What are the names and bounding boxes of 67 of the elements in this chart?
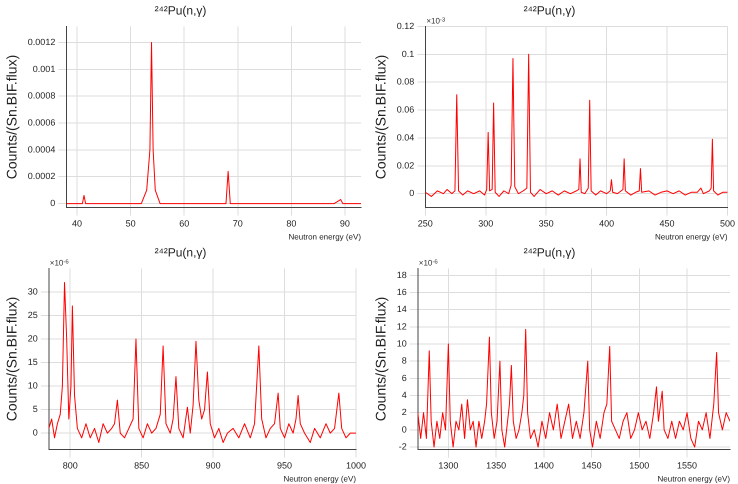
x-tick-label: 40 [72,218,82,228]
y-tick-label: 16 [396,286,407,297]
x-tick-label: 250 [418,218,433,228]
y-tick-label: 0.04 [396,132,414,142]
y-tick-label: 10 [396,338,407,348]
y-tick-label: 0.0012 [28,36,56,47]
chart-title: ²⁴²Pu(n,γ) [154,4,206,18]
x-tick-label: 950 [277,460,292,470]
y-tick-label: 20 [28,333,38,344]
y-axis-title: Counts/(Sn.BIF.flux) [3,296,20,422]
y-tick-label: 15 [28,357,38,368]
y-tick-label: 0.02 [396,160,414,170]
y-tick-label: 0.1 [402,48,414,59]
y-axis-title: Counts/(Sn.BIF.flux) [3,54,20,180]
y-tick-label: 0.0004 [28,144,56,154]
y-tick-label: -2 [398,442,407,452]
chart-title: ²⁴²Pu(n,γ) [524,246,576,260]
y-axis-title: Counts/(Sn.BIF.flux) [372,296,388,422]
x-tick-label: 500 [720,218,736,228]
x-tick-label: 1000 [346,460,366,470]
chart-title: ²⁴²Pu(n,γ) [524,4,576,18]
y-tick-label: 4 [402,390,407,400]
y-tick-label: 30 [28,286,38,296]
x-tick-label: 450 [660,218,675,228]
y-tick-label: 0.12 [396,20,414,31]
y-tick-label: 2 [402,407,407,418]
y-tick-label: 0.0002 [28,171,56,182]
y-tick-label: 0 [50,198,56,208]
y-tick-label: 5 [32,404,38,414]
chart-title: ²⁴²Pu(n,γ) [154,246,206,260]
x-axis-title: Neutron energy (eV) [658,474,730,484]
x-tick-label: 1400 [534,460,554,470]
y-tick-label: 8 [402,356,407,366]
x-tick-label: 300 [478,218,494,228]
x-tick-label: 80 [286,218,296,228]
x-tick-label: 70 [232,218,243,228]
x-tick-label: 800 [62,460,78,470]
x-tick-label: 50 [126,218,136,228]
y-tick-label: 0.0006 [28,118,56,128]
x-axis-title: Neutron energy (eV) [655,232,728,242]
y-tick-label: 0 [402,424,407,434]
x-tick-label: 850 [134,460,150,470]
y-tick-label: 25 [28,310,38,320]
x-tick-label: 1300 [438,460,458,470]
x-tick-label: 60 [179,218,190,228]
x-axis-title: Neutron energy (eV) [288,232,362,242]
x-tick-label: 1450 [582,460,602,470]
y-tick-label: 0 [409,188,414,198]
y-tick-label: 12 [396,321,407,332]
x-tick-label: 350 [538,218,554,228]
y-tick-label: 6 [402,372,407,383]
x-tick-label: 400 [599,218,614,228]
x-tick-label: 900 [206,460,221,470]
y-tick-label: 0 [32,428,38,438]
y-tick-label: 10 [28,380,38,391]
y-tick-label: 0.0008 [28,90,56,101]
y-tick-label: 0.001 [32,64,56,74]
x-tick-label: 1500 [629,460,650,470]
y-tick-label: 18 [396,270,407,280]
x-tick-label: 1550 [677,460,698,470]
x-tick-label: 90 [340,218,350,228]
y-tick-label: 0.06 [396,104,414,115]
x-axis-title: Neutron energy (eV) [284,474,356,484]
y-tick-label: 0.08 [396,76,414,87]
y-axis-title: Counts/(Sn.BIF.flux) [372,54,388,180]
x-tick-label: 1350 [486,460,506,470]
y-tick-label: 14 [396,304,407,314]
